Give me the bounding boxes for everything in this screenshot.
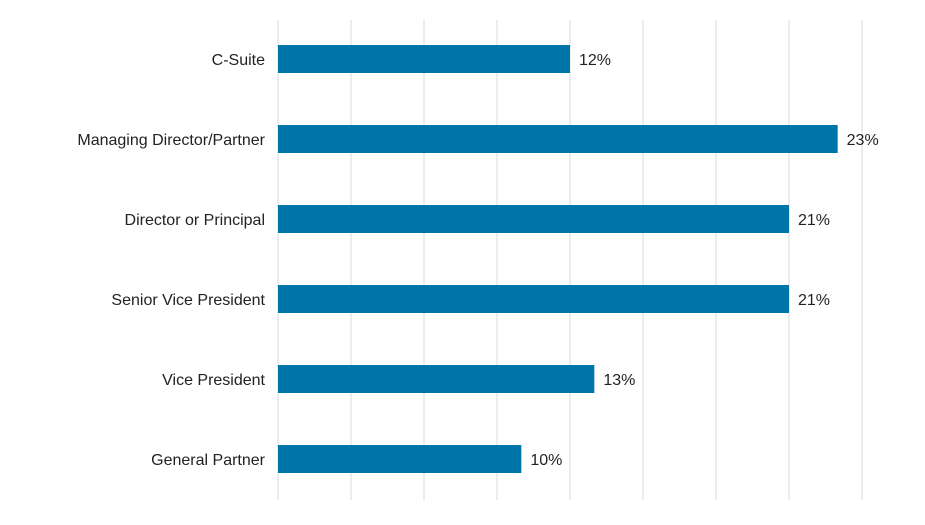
category-label: Senior Vice President: [111, 292, 265, 309]
data-label: 21%: [798, 292, 830, 309]
bar: [278, 125, 838, 153]
bar: [278, 45, 570, 73]
category-label: Director or Principal: [125, 212, 265, 229]
bar: [278, 445, 522, 473]
gridlines: [277, 20, 863, 500]
bar: [278, 285, 789, 313]
bar: [278, 205, 789, 233]
category-label: Vice President: [162, 372, 265, 389]
data-label: 12%: [579, 52, 611, 69]
bar: [278, 365, 595, 393]
data-label: 10%: [530, 452, 562, 469]
data-label: 13%: [603, 372, 635, 389]
category-label: General Partner: [151, 452, 266, 469]
category-label: C-Suite: [212, 52, 265, 69]
data-label: 21%: [798, 212, 830, 229]
category-label: Managing Director/Partner: [77, 132, 265, 149]
bars: C-Suite 12% Managing Director/Partner 23% Di…: [77, 45, 879, 473]
data-label: 23%: [847, 132, 879, 149]
